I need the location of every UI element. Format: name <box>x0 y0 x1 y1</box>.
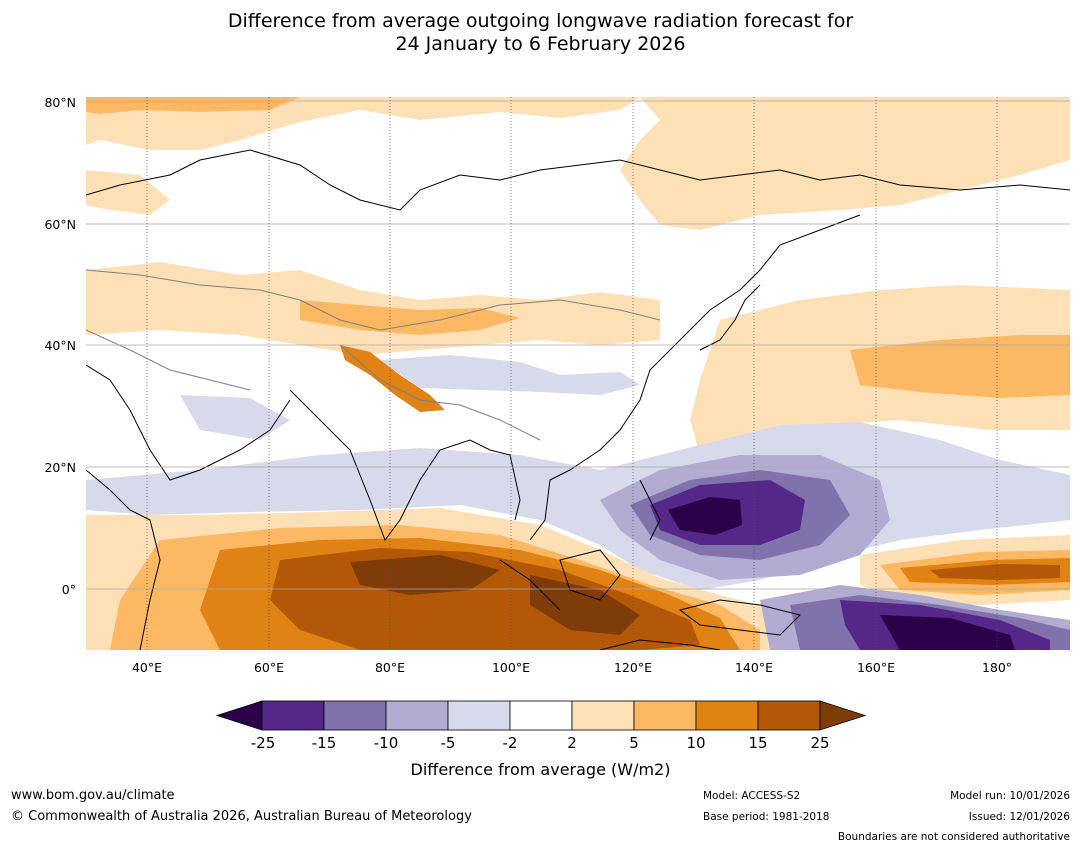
anomaly-region-south-pacific-core <box>880 615 1015 650</box>
colorbar-tick-label: 10 <box>686 734 706 752</box>
anomaly-region-north-pacific-strong <box>850 335 1070 398</box>
model-name: Model: ACCESS-S2 <box>703 790 801 802</box>
boundary-disclaimer: Boundaries are not considered authoritat… <box>837 831 1070 843</box>
title-line-2: 24 January to 6 February 2026 <box>395 33 686 55</box>
lon-label-100e: 100°E <box>491 660 530 675</box>
website-link[interactable]: www.bom.gov.au/climate <box>11 788 175 803</box>
lat-label-20n: 20°N <box>44 460 76 475</box>
olr-anomaly-map <box>86 97 1070 650</box>
colorbar-tick-label: 15 <box>748 734 768 752</box>
coastline-arabia-africa <box>86 364 291 650</box>
coastline-australia-top <box>599 639 721 650</box>
colorbar-tick-label: -15 <box>311 734 337 752</box>
colorbar-tick-label: -2 <box>502 734 518 752</box>
coastline-eurasia-north <box>86 149 1070 211</box>
anomaly-region-indian-ocean-core <box>350 555 500 595</box>
lat-label-equator: 0° <box>61 582 76 597</box>
title-line-1: Difference from average outgoing longwav… <box>227 10 854 32</box>
lon-label-120e: 120°E <box>613 660 652 675</box>
lat-label-60n: 60°N <box>44 217 76 232</box>
coastline-east-asia <box>529 214 861 541</box>
colorbar-tick-label: -25 <box>250 734 276 752</box>
colorbar-tick-label: 2 <box>567 734 577 752</box>
colorbar-tick-label: -10 <box>373 734 399 752</box>
country-boundaries <box>86 269 661 441</box>
colorbar-title: Difference from average (W/m2) <box>410 760 671 779</box>
colorbar-tick-label: 25 <box>810 734 830 752</box>
lon-label-140e: 140°E <box>734 660 773 675</box>
coastline-new-guinea <box>678 599 801 636</box>
boundary-middle-east <box>86 329 251 391</box>
base-period: Base period: 1981-2018 <box>703 811 830 823</box>
lon-label-60e: 60°E <box>253 660 285 675</box>
anomaly-region-tibet-negative <box>380 355 640 395</box>
colorbar-tick-label: -5 <box>440 734 456 752</box>
anomaly-region-west-siberia <box>86 170 170 215</box>
lon-label-180: 180° <box>981 660 1013 675</box>
issued-date: Issued: 12/01/2026 <box>968 811 1070 823</box>
anomaly-region-arabia-negative <box>180 395 290 440</box>
anomaly-region-tibet-ridge <box>300 300 520 335</box>
model-run-date: Model run: 10/01/2026 <box>950 790 1070 802</box>
anomaly-region-arctic-east <box>620 97 1070 230</box>
lat-label-80n: 80°N <box>44 95 76 110</box>
anomaly-fields <box>86 97 1070 650</box>
lon-label-160e: 160°E <box>856 660 895 675</box>
anomaly-region-tibet-strong <box>340 345 445 412</box>
coastline-japan <box>699 284 761 351</box>
lat-label-40n: 40°N <box>44 338 76 353</box>
boundary-china-south <box>339 344 541 441</box>
chart-title: Difference from average outgoing longwav… <box>0 10 1081 56</box>
boundary-central-asia <box>86 269 661 331</box>
latitude-gridlines <box>86 100 1070 590</box>
coastlines <box>86 149 1070 650</box>
copyright-text: © Commonwealth of Australia 2026, Austra… <box>11 809 472 824</box>
coastline-philippines <box>639 479 661 541</box>
anomaly-region-maritime-core <box>530 575 640 635</box>
anomaly-region-central-pacific-strong <box>930 564 1060 580</box>
longitude-gridlines <box>146 97 998 650</box>
lon-label-80e: 80°E <box>374 660 406 675</box>
lon-label-40e: 40°E <box>131 660 163 675</box>
coastline-india <box>289 389 521 542</box>
colorbar-tick-label: 5 <box>629 734 639 752</box>
anomaly-region-philippine-sea-core <box>668 497 742 535</box>
coastline-sumatra-borneo <box>499 549 621 611</box>
